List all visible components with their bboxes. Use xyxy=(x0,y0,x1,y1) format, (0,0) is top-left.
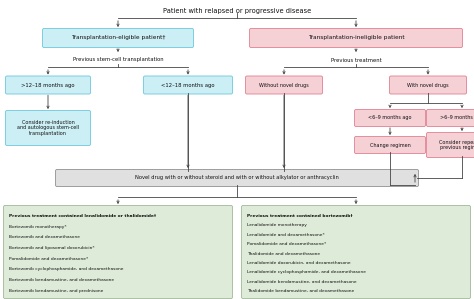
Text: Bortezomib and dexamethasone: Bortezomib and dexamethasone xyxy=(9,235,80,239)
Text: >6–9 months ago: >6–9 months ago xyxy=(440,115,474,120)
Text: Thalidomide bendamustine, and dexamethasone: Thalidomide bendamustine, and dexamethas… xyxy=(247,289,354,293)
FancyBboxPatch shape xyxy=(241,205,471,298)
FancyBboxPatch shape xyxy=(390,76,466,94)
Text: <6–9 months ago: <6–9 months ago xyxy=(368,115,412,120)
Text: Bortezomib monotherapy*: Bortezomib monotherapy* xyxy=(9,225,67,229)
FancyBboxPatch shape xyxy=(55,170,419,187)
FancyBboxPatch shape xyxy=(6,111,91,146)
FancyBboxPatch shape xyxy=(355,109,426,126)
Text: Lenalidomide doxorubicin, and dexamethasone: Lenalidomide doxorubicin, and dexamethas… xyxy=(247,261,351,265)
Text: Pomalidomide and dexamethasone*: Pomalidomide and dexamethasone* xyxy=(9,257,88,261)
FancyBboxPatch shape xyxy=(249,28,463,48)
Text: Previous treatment contained bortezomib†: Previous treatment contained bortezomib† xyxy=(247,214,353,218)
Text: Previous treatment: Previous treatment xyxy=(331,57,382,62)
Text: Bortezomib and liposomal doxorubicin*: Bortezomib and liposomal doxorubicin* xyxy=(9,246,95,250)
FancyBboxPatch shape xyxy=(355,137,426,153)
Text: Lenalidomide monotherapy: Lenalidomide monotherapy xyxy=(247,223,307,228)
Text: Patient with relapsed or progressive disease: Patient with relapsed or progressive dis… xyxy=(163,8,311,14)
Text: <12–18 months ago: <12–18 months ago xyxy=(161,83,215,88)
FancyBboxPatch shape xyxy=(6,76,91,94)
FancyBboxPatch shape xyxy=(3,205,233,298)
Text: Pomalidomide and dexamethasone*: Pomalidomide and dexamethasone* xyxy=(247,242,326,246)
Text: Previous stem-cell transplantation: Previous stem-cell transplantation xyxy=(73,57,164,62)
Text: Transplantation-eligible patient†: Transplantation-eligible patient† xyxy=(71,36,165,40)
Text: Bortezomib bendamustine, and prednisone: Bortezomib bendamustine, and prednisone xyxy=(9,289,103,293)
Text: Novel drug with or without steroid and with or without alkylator or anthracyclin: Novel drug with or without steroid and w… xyxy=(135,176,339,181)
Text: Without novel drugs: Without novel drugs xyxy=(259,83,309,88)
Text: >12–18 months ago: >12–18 months ago xyxy=(21,83,75,88)
Text: Consider re-induction
and autologous stem-cell
transplantation: Consider re-induction and autologous ste… xyxy=(17,120,79,136)
Text: Thalidomide and dexamethasone: Thalidomide and dexamethasone xyxy=(247,252,320,256)
Text: Transplantation-ineligible patient: Transplantation-ineligible patient xyxy=(308,36,404,40)
Text: Consider repeating
previous regimen: Consider repeating previous regimen xyxy=(438,140,474,150)
Text: Lenalidomide cyclophosphamide, and dexamethasone: Lenalidomide cyclophosphamide, and dexam… xyxy=(247,271,366,274)
Text: Lenalidomide bendamustine, and dexamethasone: Lenalidomide bendamustine, and dexametha… xyxy=(247,280,356,284)
Text: With novel drugs: With novel drugs xyxy=(407,83,449,88)
FancyBboxPatch shape xyxy=(43,28,193,48)
Text: Bortezomib cyclophosphamide, and dexamethasone: Bortezomib cyclophosphamide, and dexamet… xyxy=(9,267,124,271)
Text: Bortezomib bendamustine, and dexamethasone: Bortezomib bendamustine, and dexamethaso… xyxy=(9,278,114,282)
FancyBboxPatch shape xyxy=(144,76,233,94)
Text: Change regimen: Change regimen xyxy=(370,143,410,147)
FancyBboxPatch shape xyxy=(427,132,474,158)
FancyBboxPatch shape xyxy=(246,76,322,94)
FancyBboxPatch shape xyxy=(427,109,474,126)
Text: Previous treatment contained lenalidomide or thalidomide†: Previous treatment contained lenalidomid… xyxy=(9,214,156,218)
Text: Lenalidomide and dexamethasone*: Lenalidomide and dexamethasone* xyxy=(247,233,325,237)
